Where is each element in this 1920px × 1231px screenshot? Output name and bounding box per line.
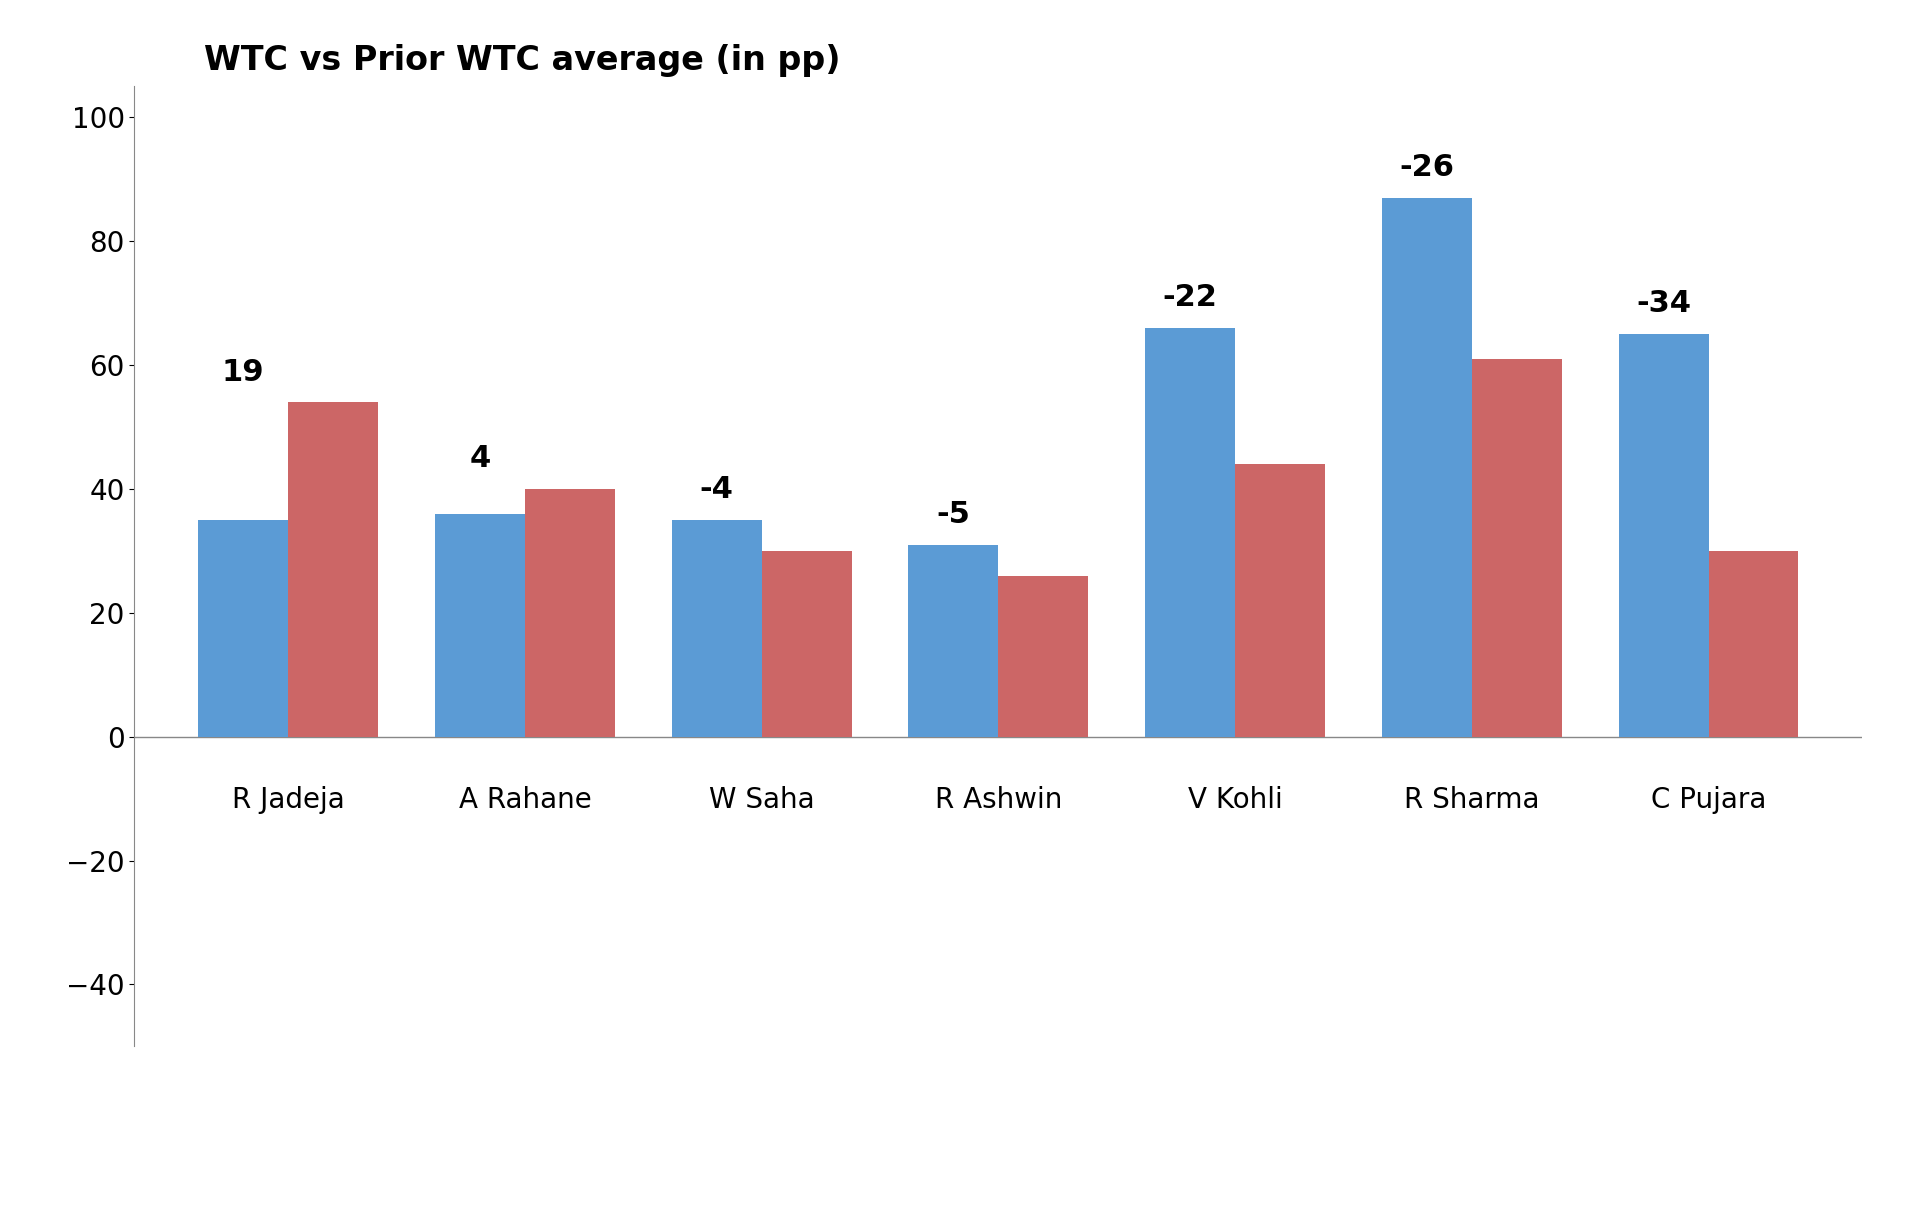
Bar xyxy=(288,403,378,736)
Bar xyxy=(762,550,852,736)
Text: -5: -5 xyxy=(937,500,970,529)
Bar xyxy=(1235,464,1325,736)
Text: C Pujara: C Pujara xyxy=(1651,787,1766,814)
Text: W Saha: W Saha xyxy=(708,787,814,814)
Text: -4: -4 xyxy=(699,475,733,505)
Bar xyxy=(436,513,524,736)
Bar xyxy=(672,519,762,736)
Bar xyxy=(998,576,1089,736)
Bar xyxy=(1619,334,1709,736)
Text: R Jadeja: R Jadeja xyxy=(232,787,344,814)
Bar xyxy=(524,489,614,736)
Text: -22: -22 xyxy=(1164,283,1217,313)
Text: -34: -34 xyxy=(1636,289,1692,319)
Text: -26: -26 xyxy=(1400,153,1453,182)
Bar xyxy=(1473,358,1561,736)
Text: WTC vs Prior WTC average (in pp): WTC vs Prior WTC average (in pp) xyxy=(204,43,841,76)
Bar xyxy=(1709,550,1799,736)
Text: R Sharma: R Sharma xyxy=(1404,787,1540,814)
Text: V Kohli: V Kohli xyxy=(1188,787,1283,814)
Text: R Ashwin: R Ashwin xyxy=(935,787,1062,814)
Bar xyxy=(1144,327,1235,736)
Text: A Rahane: A Rahane xyxy=(459,787,591,814)
Bar xyxy=(1382,198,1473,736)
Bar xyxy=(908,544,998,736)
Text: 19: 19 xyxy=(223,358,265,387)
Bar xyxy=(198,519,288,736)
Text: 4: 4 xyxy=(468,444,492,474)
